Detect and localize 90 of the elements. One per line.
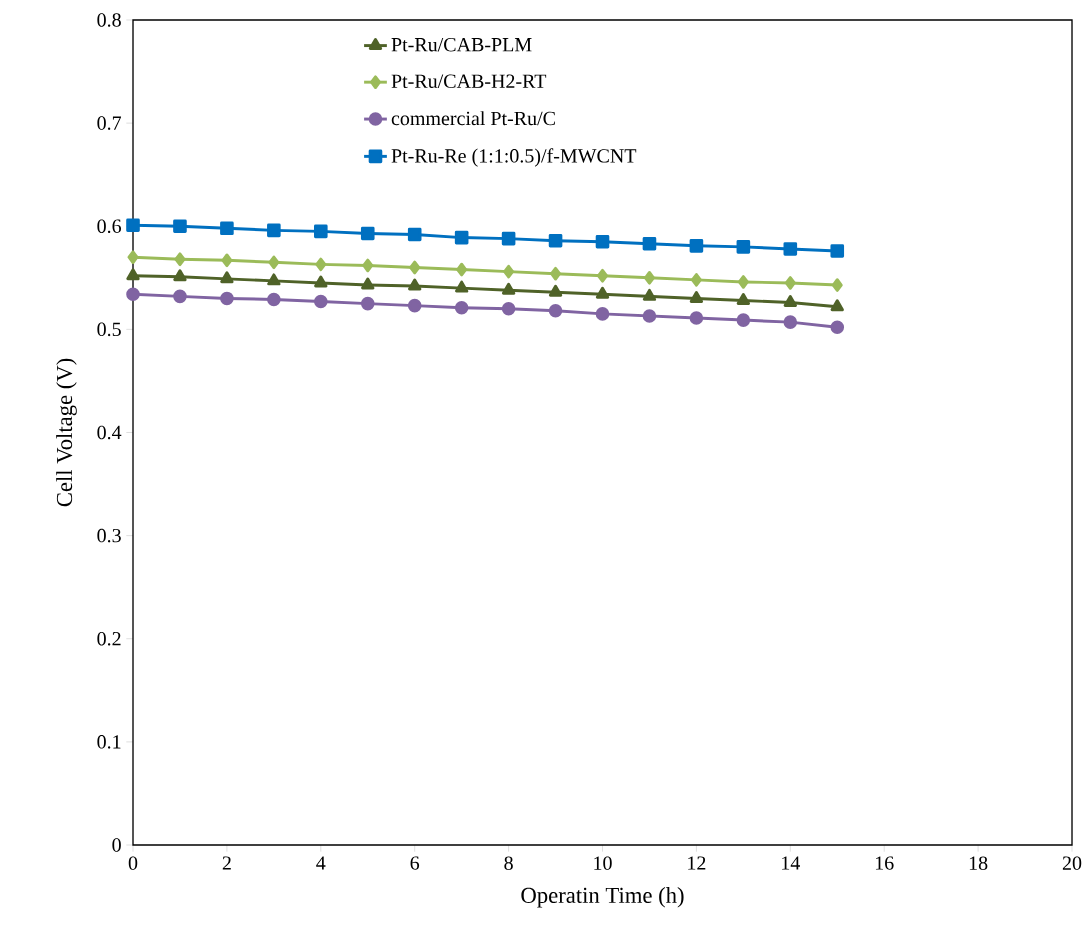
point	[597, 268, 608, 283]
point	[690, 273, 702, 287]
point	[642, 288, 657, 301]
point	[127, 250, 139, 264]
point	[126, 218, 140, 233]
point	[314, 224, 328, 239]
x-tick-label: 20	[1062, 856, 1082, 870]
point	[456, 262, 468, 277]
point	[736, 293, 751, 305]
x-tick-label: 0	[128, 856, 138, 870]
point	[126, 268, 140, 281]
point	[736, 313, 751, 327]
x-tick-label: 2	[222, 856, 231, 870]
point	[267, 223, 281, 238]
point	[268, 255, 280, 270]
point	[830, 299, 844, 312]
point	[783, 242, 798, 256]
point	[173, 289, 187, 304]
point	[783, 295, 797, 308]
y-tick-label: 0.4	[97, 425, 122, 440]
point	[454, 230, 469, 245]
x-tick-label: 14	[782, 856, 800, 870]
point	[642, 309, 657, 323]
point	[642, 236, 657, 251]
point	[595, 307, 610, 321]
point	[407, 227, 422, 242]
legend-label: Pt-Ru/CAB-PLM	[391, 37, 532, 52]
point	[454, 280, 469, 293]
point	[362, 258, 374, 273]
point	[267, 292, 281, 307]
point	[784, 276, 796, 290]
point	[548, 304, 563, 318]
point	[220, 271, 234, 284]
point	[267, 273, 281, 286]
point	[501, 282, 516, 295]
point	[501, 301, 516, 316]
point	[220, 291, 234, 306]
point	[408, 278, 422, 291]
point	[503, 264, 515, 279]
y-axis-title: Cell Voltage (V)	[56, 358, 77, 507]
legend-label: commercial Pt-Ru/C	[391, 111, 555, 126]
point	[126, 287, 140, 302]
point	[501, 231, 516, 246]
point	[783, 315, 798, 329]
point	[548, 284, 563, 297]
point	[360, 226, 375, 241]
point	[361, 277, 375, 290]
point	[737, 275, 749, 289]
point	[314, 275, 328, 288]
y-tick-label: 0.1	[97, 735, 121, 749]
x-tick-label: 10	[594, 856, 612, 870]
legend-label: Pt-Ru/CAB-H2-RT	[391, 74, 547, 88]
y-tick-label: 0.7	[97, 116, 122, 130]
point	[595, 234, 610, 249]
point	[689, 290, 704, 303]
point	[689, 239, 704, 253]
point	[548, 233, 563, 248]
point	[314, 294, 328, 309]
y-tick-label: 0	[112, 838, 121, 852]
point	[595, 286, 610, 299]
point	[454, 300, 469, 315]
point	[407, 298, 422, 313]
point	[830, 320, 845, 335]
point	[830, 244, 845, 258]
point	[643, 271, 655, 285]
x-tick-label: 4	[316, 856, 326, 870]
point	[173, 269, 187, 282]
point	[409, 260, 421, 275]
x-tick-label: 18	[969, 856, 988, 870]
point	[174, 252, 186, 267]
y-tick-label: 0.6	[97, 219, 122, 234]
x-tick-label: 6	[410, 856, 420, 870]
point	[360, 296, 375, 311]
x-tick-label: 8	[504, 856, 513, 870]
point	[689, 311, 704, 325]
legend-label: Pt-Ru-Re (1:1:0.5)/f-MWCNT	[391, 148, 637, 167]
point	[736, 240, 751, 254]
x-tick-label: 16	[875, 856, 894, 870]
y-tick-label: 0.2	[97, 631, 121, 646]
y-tick-label: 0.8	[97, 13, 121, 27]
y-tick-label: 0.5	[97, 322, 121, 337]
x-tick-label: 12	[688, 856, 706, 870]
point	[220, 221, 234, 236]
point	[173, 219, 187, 234]
y-tick-label: 0.3	[97, 528, 121, 543]
x-axis-title: Operatin Time (h)	[521, 887, 684, 908]
point	[831, 278, 843, 292]
point	[550, 266, 562, 281]
point	[221, 253, 233, 268]
point	[315, 257, 327, 272]
